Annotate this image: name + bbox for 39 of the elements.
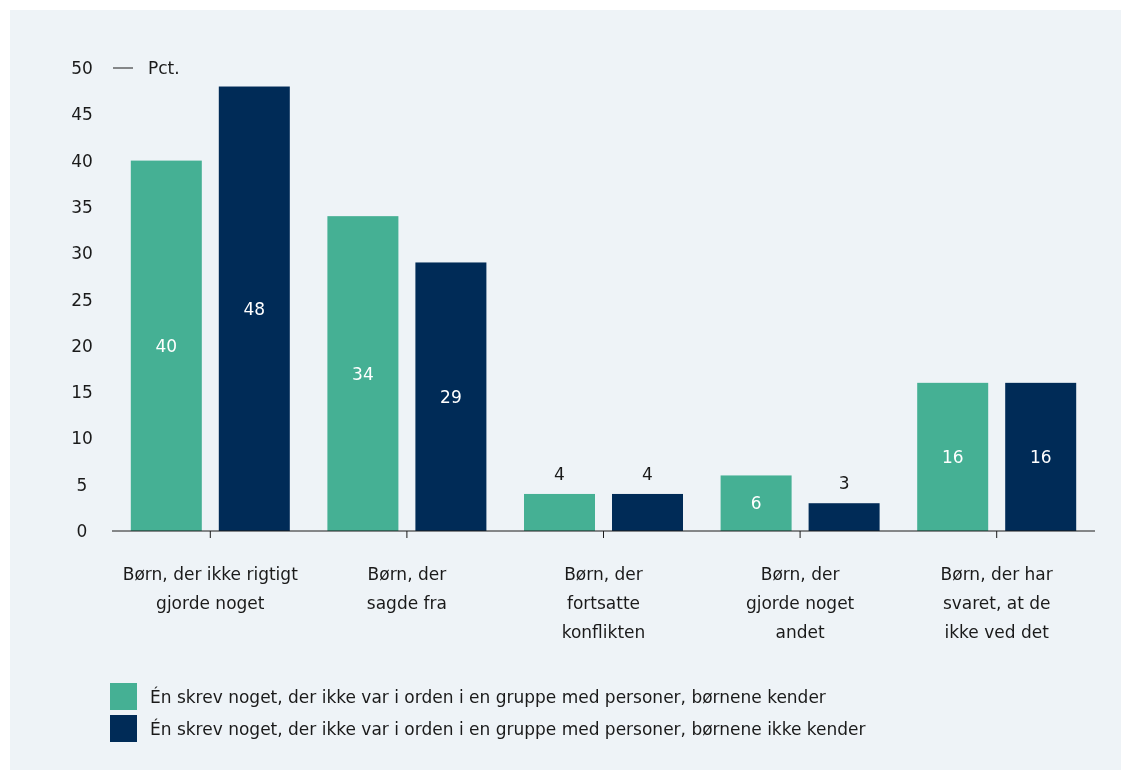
- y-tick-label: 25: [71, 289, 93, 310]
- data-label: 16: [941, 446, 964, 467]
- data-label: 48: [243, 298, 266, 319]
- y-tick-label: 5: [76, 474, 88, 495]
- bar: [524, 493, 595, 531]
- bar: [917, 382, 989, 531]
- data-label: 3: [838, 473, 850, 494]
- x-tick-label: Børn, der ikke rigtigt gjorde noget: [122, 564, 299, 613]
- bar: [218, 86, 290, 531]
- x-tick-label: Børn, der fortsatte konflikten: [561, 564, 646, 642]
- x-tick-label: Børn, der sagde fra: [366, 564, 447, 613]
- y-tick-label: 45: [71, 104, 93, 125]
- data-label: 4: [554, 463, 565, 484]
- y-tick-label: 30: [71, 243, 93, 264]
- y-axis-title: Pct.: [148, 58, 180, 78]
- y-tick-label: 35: [71, 196, 93, 217]
- data-label: 16: [1029, 446, 1052, 467]
- x-tick-label: Børn, der gjorde noget andet: [745, 564, 855, 642]
- y-tick-label: 15: [71, 382, 93, 403]
- legend-label: Én skrev noget, der ikke var i orden i en gruppe med personer, børnene ikke kender: [150, 718, 866, 739]
- bar: [808, 503, 880, 531]
- bar: [612, 493, 683, 531]
- data-label: 4: [642, 463, 653, 484]
- y-tick-label: 10: [71, 428, 93, 449]
- bar: [415, 262, 487, 531]
- bar: [327, 216, 399, 531]
- bar: [1005, 382, 1077, 531]
- y-tick-label: 20: [71, 335, 93, 356]
- data-label: 34: [352, 363, 374, 384]
- bar: [720, 475, 792, 531]
- x-tick-label: Børn, der har svaret, at de ikke ved det: [940, 564, 1053, 642]
- data-label: 6: [750, 493, 762, 514]
- y-tick-label: 40: [71, 150, 93, 171]
- y-tick-label: 50: [71, 58, 93, 78]
- data-label: 40: [155, 335, 178, 356]
- bar: [130, 160, 202, 531]
- legend-label: Én skrev noget, der ikke var i orden i en gruppe med personer, børnene kender: [150, 686, 826, 707]
- y-tick-label: 0: [76, 521, 88, 541]
- data-label: 29: [440, 386, 462, 407]
